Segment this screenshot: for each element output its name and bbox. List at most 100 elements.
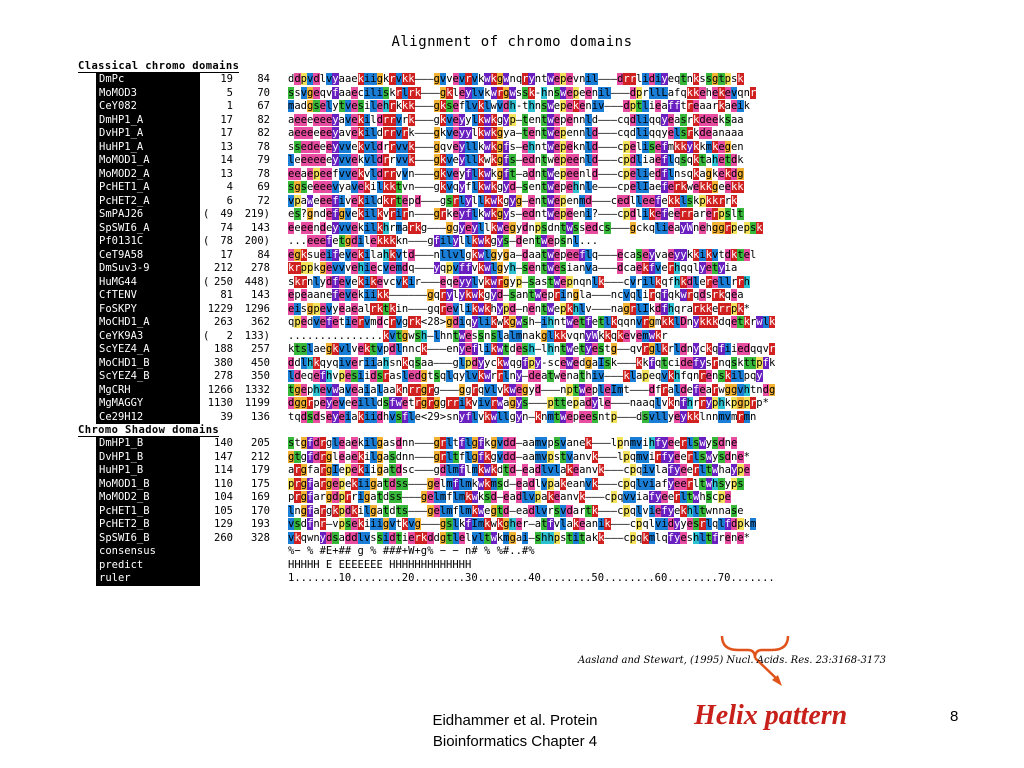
page-number: 8 <box>950 708 959 725</box>
summary-row-text: HHHHH E EEEEEEE HHHHHHHHHHHHH <box>288 558 472 571</box>
range-paren: ( <box>203 208 210 220</box>
range-paren: ( <box>203 235 210 247</box>
alignment-row: SmPAJ26(49 219) es?gndefgvekilkvrirn———grk… <box>78 208 908 222</box>
alignment-row: MoMOD1_A 14 79 leeeeeeyvvekvldrrvvk———gkvey… <box>78 154 908 168</box>
sequence-name: HuHP1_B <box>96 464 200 478</box>
sequence-name: DmSuv3-9 <box>96 262 200 276</box>
alignment-row: HuHP1_B 114 179 argfargIepekiigatdsc———gdlm… <box>78 464 908 478</box>
alignment-row: CeYK9A3(2 133) ...............kvtgwsh—lhnt… <box>78 329 908 343</box>
range-start: 147 <box>214 450 233 463</box>
range-end: 84 <box>257 73 270 85</box>
sequence-residues: aeeeeeeyavekildrrvrk———gkveyylkwkgyp—ten… <box>288 113 744 126</box>
sequence-residues: ddlhkqyqiveriiahsnkqsaa———glpdyyckwqgfpy… <box>288 356 776 369</box>
sequence-name: SpSWI6_A <box>96 221 200 235</box>
sequence-name: CeT9A58 <box>96 248 200 262</box>
range-end: 82 <box>257 113 270 126</box>
sequence-name: PcHET2_B <box>96 518 200 532</box>
range-start: 39 <box>220 410 233 423</box>
range-end: 448) <box>244 275 270 288</box>
sequence-name: DmPc <box>96 73 200 87</box>
summary-row-text: 1.......10........20........30........40… <box>288 572 775 584</box>
sequence-residues: ...eeefetgdilekkkkn———gfilyllkwkgys—dent… <box>288 235 599 247</box>
sequence-name: ScYEZ4_A <box>96 343 200 357</box>
alignment-row: PcHET1_A 4 69 sgseeeevyavekilkktvn———gkvqyf… <box>78 181 908 195</box>
sequence-name: MoMOD2_A <box>96 167 200 181</box>
alignment-figure: Classical chromo domains DmPc 19 84 ddpvdlvy… <box>78 60 908 630</box>
sequence-name: MoMOD1_B <box>96 477 200 491</box>
range-start: 380 <box>214 356 233 369</box>
range-end: 143 <box>251 289 270 301</box>
range-end: 170 <box>251 504 270 517</box>
citation: Aasland and Stewart, (1995) Nucl. Acids.… <box>578 655 886 666</box>
sequence-residues: aeeeeeeyavekildrrvrk———gkveyylkwkgya—ten… <box>288 127 744 139</box>
footer-line-2: Bioinformatics Chapter 4 <box>432 733 598 750</box>
alignment-row: DmHP1_A 17 82 aeeeeeeyavekildrrvrk———gkveyy… <box>78 113 908 127</box>
alignment-row: DmHP1_B 140 205 stgfdrgleaekilgasdnn———grlt… <box>78 437 908 451</box>
sequence-residues: argfargIepekiigatdsc———gdlmflmkwkdtd—ead… <box>288 464 750 476</box>
sequence-residues: prgfargdprrigatdss———gelmflmkwksd—eadlvp… <box>288 491 731 503</box>
range-end: 450 <box>251 356 270 369</box>
range-end: 67 <box>257 100 270 112</box>
footer-source: Eidhammer et al. Protein Bioinformatics … <box>360 710 670 752</box>
range-start: 260 <box>214 531 233 544</box>
range-start: 212 <box>214 262 233 274</box>
sequence-name: SmPAJ26 <box>96 208 200 222</box>
range-start: 13 <box>220 167 233 180</box>
sequence-residues: eeeendeyvvekilkhrmarkg———ggyeyllkwegydnp… <box>288 221 763 234</box>
sequence-residues: egksueifevekilahkvtd———nllvlgkwlgyga—daa… <box>288 248 757 261</box>
sequence-name: PcHET1_B <box>96 504 200 518</box>
range-start: 4 <box>226 181 233 193</box>
range-start: 14 <box>220 154 233 166</box>
alignment-row: MoMOD2_A 13 78 eeaepeefvvekvldrrvvn———gkvey… <box>78 167 908 181</box>
alignment-row: PcHET2_B 129 193 vsdfnr—vpsekiiigvtkvg———gs… <box>78 518 908 532</box>
sequence-name: PcHET2_A <box>96 194 200 208</box>
alignment-row: MoMOD2_B 104 169 prgfargdprrigatdss———gelmf… <box>78 491 908 505</box>
sequence-residues: ktslaegkvlvektvpdlnnck———enyeflikwtdesh—… <box>288 343 776 355</box>
range-start: 1229 <box>207 302 233 315</box>
range-start: 250 <box>214 275 233 288</box>
alignment-row: DvHP1_A 17 82 aeeeeeeyavekildrrvrk———gkveyy… <box>78 127 908 141</box>
sequence-name: MoMOD1_A <box>96 154 200 168</box>
summary-row: consensus %− % #E+## g % ###+W+g% − − n# … <box>78 545 908 559</box>
range-end: 72 <box>257 194 270 207</box>
alignment-row: MoMOD3 5 70 ssvgeqvfaaeciliskrlrk———gkleylv… <box>78 86 908 100</box>
range-start: 6 <box>226 194 233 207</box>
range-end: 328 <box>251 531 270 544</box>
range-end: 1199 <box>244 397 270 409</box>
range-end: 1296 <box>244 302 270 315</box>
range-start: 278 <box>214 370 233 382</box>
range-start: 263 <box>214 316 233 328</box>
range-start: 17 <box>220 248 233 261</box>
range-start: 129 <box>214 518 233 530</box>
sequence-name: DvHP1_B <box>96 450 200 464</box>
sequence-residues: eisgpevyeaealrktkin———gqrevlikwkhypd—nen… <box>288 302 750 315</box>
sequence-residues: ddpvdlvyaaekiigkrvkk———gvvevrvkwkgwnqryn… <box>288 73 744 85</box>
section-header: Classical chromo domains <box>78 60 240 73</box>
alignment-row: MgMAGGY 1130 1199 dggrpeyeveeilldsfwetrgrgg… <box>78 397 908 411</box>
range-end: 69 <box>257 181 270 193</box>
summary-row-label: consensus <box>96 545 200 559</box>
range-end: 82 <box>257 127 270 139</box>
range-end: 212 <box>251 450 270 463</box>
summary-row-label: predict <box>96 558 200 572</box>
alignment-row: MgCRH 1266 1332 tgephevwaveaialaaknrrgrg———… <box>78 383 908 397</box>
summary-row-text: %− % #E+## g % ###+W+g% − − n# % %#..#% <box>288 545 535 557</box>
alignment-row: DmSuv3-9 212 278 krppkgevvvehiecvemdq———yqp… <box>78 262 908 276</box>
sequence-name: CeYK9A3 <box>96 329 200 343</box>
sequence-residues: sgseeeevyavekilkktvn———gkvqyflkwkgyd—sen… <box>288 181 744 193</box>
sequence-name: MoMOD2_B <box>96 491 200 505</box>
alignment-row: MoMOD1_B 110 175 prgfargepekiigatdss———gelm… <box>78 477 908 491</box>
brace-arrow-icon <box>720 635 790 686</box>
alignment-row: ScYEZ4_A 188 257 ktslaegkvlvektvpdlnnck———e… <box>78 343 908 357</box>
alignment-row: FoSKPY 1229 1296 eisgpevyeaealrktkin———gqre… <box>78 302 908 316</box>
summary-row-label: ruler <box>96 572 200 586</box>
sequence-residues: skrnlydfevekikevcvkir———eqeyylvkwrgyp—sa… <box>288 275 750 288</box>
sequence-residues: ldeqefhvpesiidsrasledgtsqlqylvkwrrlny—de… <box>288 370 763 382</box>
range-end: 219) <box>244 208 270 220</box>
range-start: 13 <box>220 140 233 153</box>
sequence-residues: es?gndefgvekilkvrirn———grkeyflkwkgys—edn… <box>288 208 744 220</box>
alignment-row: DvHP1_B 147 212 gtgfdrgleaekilgasdnn———grlt… <box>78 450 908 464</box>
sequence-name: HuHP1_A <box>96 140 200 154</box>
range-end: 70 <box>257 86 270 99</box>
sequence-residues: ...............kvtgwsh—lhntwessnslalmnak… <box>288 329 668 342</box>
